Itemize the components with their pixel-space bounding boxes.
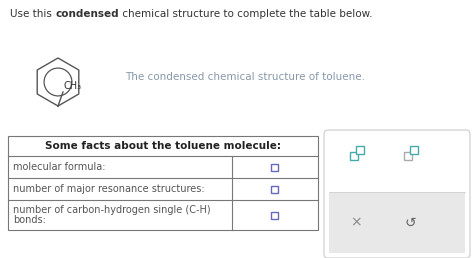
Text: Use this: Use this [10,9,55,19]
Bar [410,146,418,154]
Bar [356,146,364,154]
Bar [8,136,318,230]
Text: chemical structure to complete the table below.: chemical structure to complete the table… [119,9,372,19]
Bar [350,152,358,160]
Bar [272,186,279,192]
Bar [272,212,279,219]
Text: molecular formula:: molecular formula: [13,162,106,172]
Text: ×: × [350,216,362,230]
Text: condensed: condensed [55,9,119,19]
FancyBboxPatch shape [324,130,470,258]
Bar [329,192,465,253]
Bar [272,164,279,171]
Bar [404,152,412,160]
Text: number of carbon-hydrogen single (C-H): number of carbon-hydrogen single (C-H) [13,205,210,215]
Text: Some facts about the toluene molecule:: Some facts about the toluene molecule: [45,141,281,151]
Text: ↺: ↺ [404,216,416,230]
Text: bonds:: bonds: [13,215,46,225]
Text: The condensed chemical structure of toluene.: The condensed chemical structure of tolu… [125,72,365,82]
Text: CH₃: CH₃ [64,81,82,91]
Text: number of major resonance structures:: number of major resonance structures: [13,184,205,194]
